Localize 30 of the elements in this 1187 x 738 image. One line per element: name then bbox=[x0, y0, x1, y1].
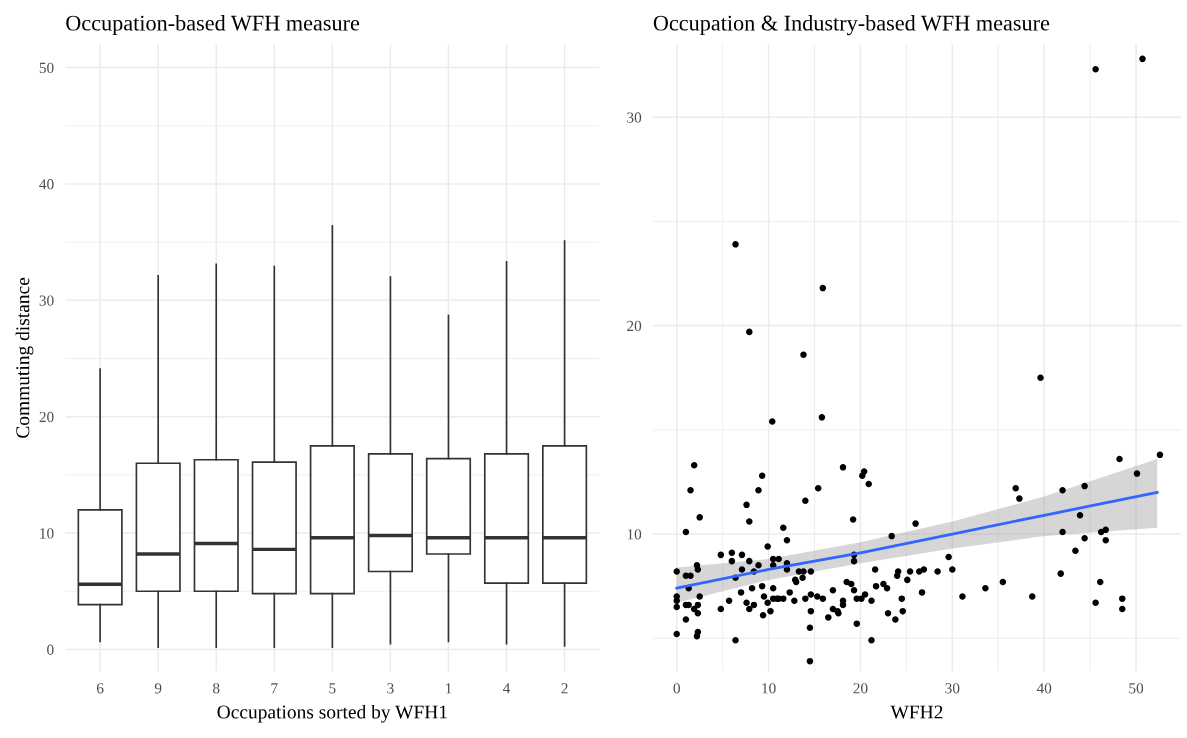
x-tick-label: 6 bbox=[96, 683, 104, 694]
y-tick-label: 0 bbox=[47, 644, 54, 655]
chart-title: Occupation-based WFH measure bbox=[66, 14, 360, 36]
y-tick-label: 10 bbox=[627, 529, 642, 540]
x-tick-label: 7 bbox=[271, 683, 278, 694]
x-tick-label: 20 bbox=[853, 683, 868, 694]
x-tick-label: 8 bbox=[213, 683, 220, 694]
x-tick-label: 4 bbox=[503, 683, 511, 694]
x-tick-label: 2 bbox=[561, 683, 568, 694]
x-tick-label: 30 bbox=[945, 683, 960, 694]
y-tick-label: 30 bbox=[39, 295, 54, 306]
y-tick-label: 20 bbox=[627, 320, 642, 332]
y-tick-label: 30 bbox=[627, 112, 642, 123]
y-tick-label: 50 bbox=[39, 62, 54, 74]
y-tick-label: 10 bbox=[40, 528, 54, 539]
chart-title: Occupation & Industry-based WFH measure bbox=[653, 14, 1050, 36]
x-axis-title: Occupations sorted by WFH1 bbox=[217, 704, 447, 723]
line-series bbox=[675, 490, 1159, 590]
y-tick-label: 40 bbox=[39, 179, 54, 190]
x-tick-label: 5 bbox=[329, 683, 336, 694]
x-tick-label: 40 bbox=[1036, 683, 1052, 694]
x-tick-label: 3 bbox=[387, 683, 394, 694]
x-tick-label: 9 bbox=[154, 683, 162, 694]
x-axis-title: WFH2 bbox=[890, 705, 943, 719]
y-tick-label: 20 bbox=[39, 411, 54, 423]
x-tick-label: 0 bbox=[673, 683, 680, 694]
x-tick-label: 50 bbox=[1129, 683, 1144, 694]
x-tick-label: 1 bbox=[446, 683, 452, 694]
x-tick-label: 10 bbox=[762, 683, 776, 694]
y-axis-title: Commuting distance bbox=[15, 277, 34, 438]
